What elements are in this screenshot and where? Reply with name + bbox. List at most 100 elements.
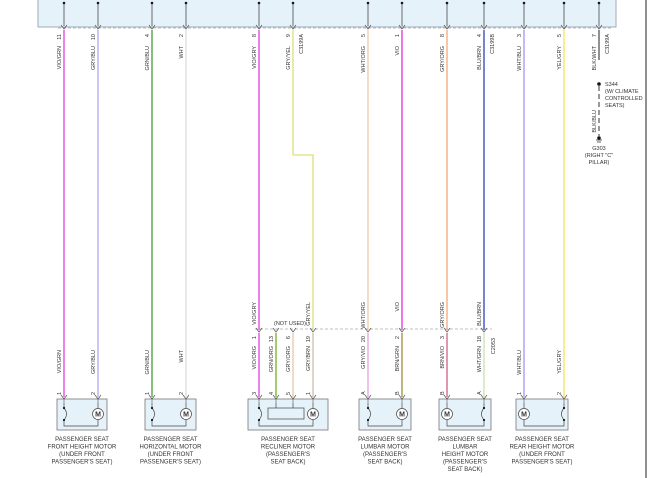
- component-label: HORIZONTAL MOTOR: [140, 445, 203, 451]
- component-label: PASSENGER SEAT: [55, 437, 109, 443]
- pin-number: 6: [286, 336, 292, 339]
- pin-number: 7: [592, 34, 598, 37]
- connector-pin-arrow: [255, 24, 263, 30]
- wire-color-code: WHT/ORG: [361, 46, 367, 73]
- motor-icon: [92, 408, 104, 420]
- component-label: PASSENGER SEAT: [515, 437, 569, 443]
- wire-color-code: WHT/BLU: [517, 46, 523, 71]
- pin-number: 2: [395, 336, 401, 339]
- wire-color-code: GRY/BRN: [306, 346, 312, 371]
- wire-color-code: GRY/BLU: [91, 46, 97, 70]
- component-label: FRONT HEIGHT MOTOR: [48, 445, 117, 451]
- ground-id: G303: [592, 146, 605, 152]
- wire-color-code: GRY/YEL: [306, 302, 312, 326]
- wire-color-code: WHT/BLU: [517, 350, 523, 375]
- connector-pin-arrow: [480, 24, 488, 30]
- position-sensor-icon: [267, 407, 305, 420]
- component-pin: 2: [557, 392, 563, 395]
- ground-location: (RIGHT "C": [585, 153, 613, 159]
- wire-color-code: WHT: [179, 45, 185, 58]
- wire-color-code: VIO/ORG: [252, 346, 258, 370]
- switch-contact: [482, 406, 486, 410]
- wire-color-code: VIO/GRN: [57, 350, 63, 373]
- component-label: PASSENGER'S SEAT): [52, 460, 113, 466]
- connector-pin-arrow: [520, 24, 528, 30]
- motor-icon: [180, 408, 192, 420]
- splice-dot: [597, 82, 601, 86]
- connector-pin-arrow: [309, 327, 317, 333]
- component-pin: 1: [517, 392, 523, 395]
- switch-contact: [62, 406, 66, 410]
- connector-id: C3199B: [490, 34, 496, 54]
- wire-color-code: WHT/GRN: [477, 346, 483, 372]
- wire-color-code: BLK/WHT: [592, 45, 598, 70]
- component-pin: 3: [252, 392, 258, 395]
- ground-icon: [596, 139, 602, 143]
- connector-id: C2053: [491, 338, 497, 354]
- connector-pin-arrow: [182, 24, 190, 30]
- component-label: LUMBAR MOTOR: [361, 445, 411, 451]
- wire-color-code: YEL/GRY: [557, 350, 563, 374]
- pin-number: 8: [440, 34, 446, 37]
- wire-color-code: GRY/BLU: [91, 350, 97, 374]
- pin-number: 13: [269, 336, 275, 342]
- pin-number: 1: [395, 34, 401, 37]
- seat-module-box: [37, 0, 617, 28]
- pin-number: 3: [517, 34, 523, 37]
- splice-id: S344: [605, 82, 618, 88]
- wire-color-code: BLK/BLU: [592, 110, 598, 133]
- splice-note: CONTROLLED: [605, 96, 643, 102]
- pin-number: 5: [557, 34, 563, 37]
- component-label: PASSENGER SEAT: [261, 437, 315, 443]
- wire-color-code: VIO/GRN: [57, 46, 63, 69]
- component-label: PASSENGER SEAT: [438, 437, 492, 443]
- wire-color-code: BLU/BRN: [477, 46, 483, 70]
- connector-pin-arrow: [480, 327, 488, 333]
- connector-pin-arrow: [148, 24, 156, 30]
- connector-pin-arrow: [560, 24, 568, 30]
- component-label: SEAT BACK): [270, 460, 305, 466]
- component-label: LUMBAR: [452, 445, 478, 451]
- component-label: PASSENGER'S SEAT): [512, 460, 573, 466]
- pin-number: 4: [145, 34, 151, 37]
- connector-pin-arrow: [398, 327, 406, 333]
- switch-contact: [150, 406, 154, 410]
- ground-location: PILLAR): [589, 160, 610, 166]
- switch-contact: [257, 406, 261, 410]
- wire-color-code: GRY/VIO: [361, 345, 367, 369]
- component-pin: A: [477, 391, 483, 395]
- not-used-label: (NOT USED): [274, 321, 306, 327]
- switch-contact: [562, 406, 566, 410]
- switch-contact: [150, 418, 154, 422]
- connector-pin-arrow: [443, 24, 451, 30]
- pin-number: 11: [57, 34, 63, 40]
- wire-color-code: BRN/GRN: [395, 346, 401, 371]
- ground-dot: [597, 136, 601, 140]
- wire-color-code: GRY/ORG: [440, 46, 446, 72]
- wire-color-code: BRN/VIO: [440, 345, 446, 368]
- component-label: RECLINER MOTOR: [261, 445, 316, 451]
- connector-pin-arrow: [289, 327, 297, 333]
- splice-note: SEATS): [605, 103, 625, 109]
- splice-note: (W/ CLIMATE: [605, 89, 639, 95]
- component-label: (PASSENGER'S: [266, 452, 310, 458]
- connector-pin-arrow: [272, 327, 280, 333]
- component-label: (PASSENGER'S: [363, 452, 407, 458]
- motor-icon: [441, 408, 453, 420]
- motor-icon: [396, 408, 408, 420]
- connector-pin-arrow: [595, 24, 603, 30]
- motor-symbol: M: [399, 412, 405, 419]
- pin-number: 19: [306, 336, 312, 342]
- switch-contact: [482, 418, 486, 422]
- motor-symbol: M: [521, 412, 527, 419]
- switch-contact: [562, 418, 566, 422]
- component-pin: B: [440, 391, 446, 395]
- wire-color-code: YEL/GRY: [557, 46, 563, 70]
- component-pin: 5: [286, 392, 292, 395]
- wire-color-code: WHT/ORG: [361, 302, 367, 329]
- motor-symbol: M: [95, 412, 101, 419]
- connector-id: C3199A: [605, 34, 611, 54]
- switch-contact: [62, 418, 66, 422]
- component-label: PASSENGER SEAT: [144, 437, 198, 443]
